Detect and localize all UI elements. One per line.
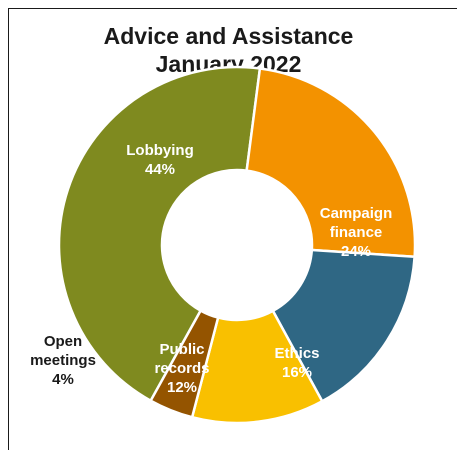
slice-label-open-meetings: Open meetings 4% [30,333,96,388]
slice-label-lobbying: Lobbying 44% [126,142,194,178]
donut-hole [162,170,312,320]
slice-label-campaign-finance: Campaign finance 24% [320,205,393,260]
donut-slices [57,65,417,425]
slice-label-ethics: Ethics 16% [274,345,319,381]
slice-labels: Lobbying 44% Campaign finance 24% Ethics 16% Pu… [30,142,392,396]
chart-title: Advice and Assistance [103,23,354,49]
slice-label-public-records: Public records 12% [154,341,209,396]
frame-border-top [8,8,457,9]
frame-border-left [8,8,9,450]
